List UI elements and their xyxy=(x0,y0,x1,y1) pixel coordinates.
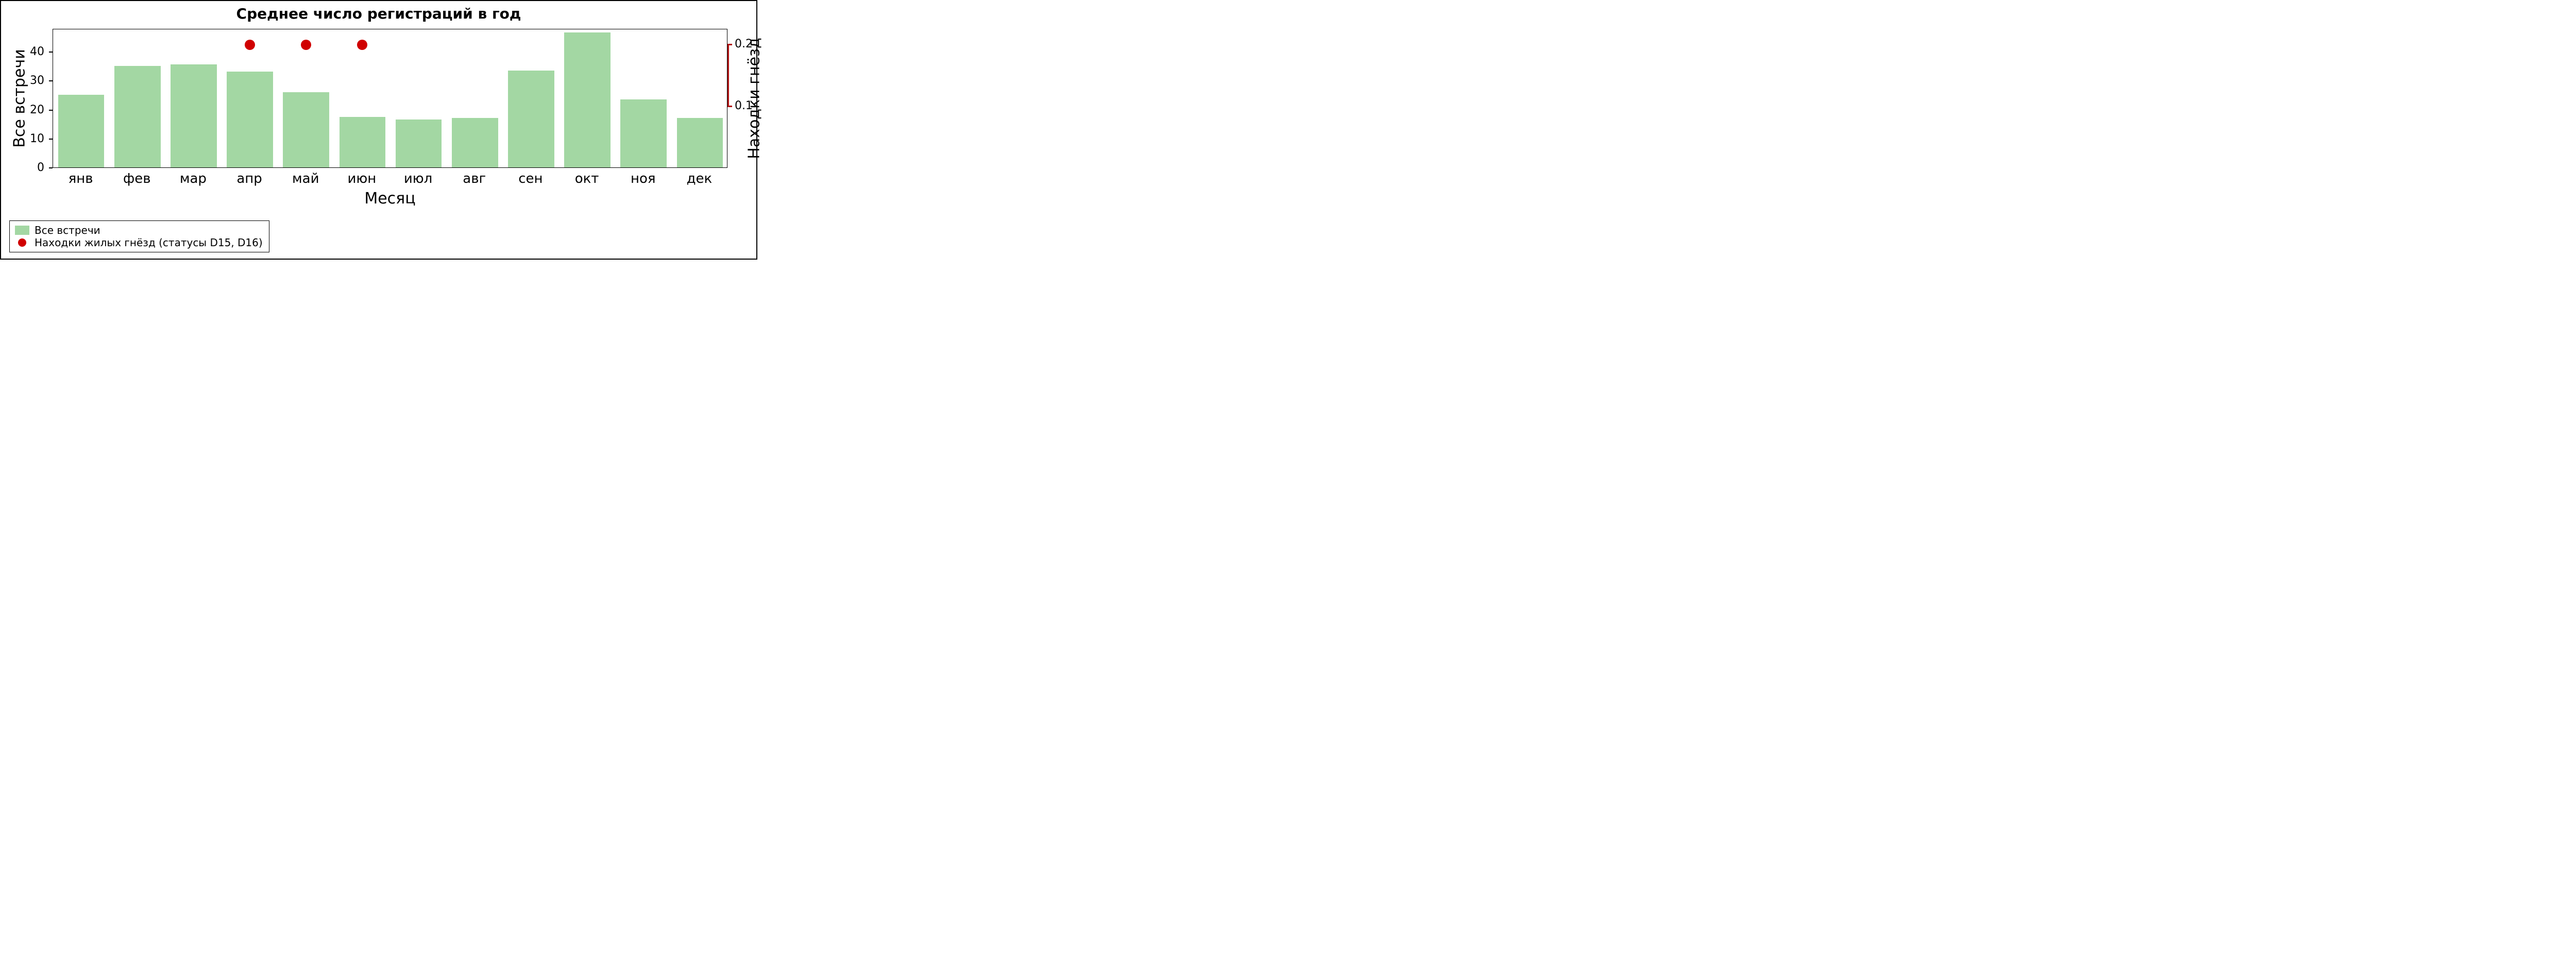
chart-container: Среднее число регистраций в год Все встр… xyxy=(0,0,757,260)
bar xyxy=(564,32,611,167)
legend-swatch-rect xyxy=(15,226,29,235)
x-tick-label: сен xyxy=(518,171,543,186)
bar xyxy=(58,95,105,167)
y-tick-mark-left xyxy=(49,110,53,111)
bar xyxy=(114,66,161,167)
bar xyxy=(340,117,386,167)
x-tick-label: авг xyxy=(463,171,486,186)
y-tick-label-right: 0.1 xyxy=(735,99,753,112)
y-axis-label-left: Все встречи xyxy=(11,49,29,147)
scatter-dot xyxy=(301,40,311,50)
y-axis-spine-right xyxy=(727,44,729,106)
y-tick-mark-left xyxy=(49,52,53,53)
plot-area xyxy=(53,29,727,168)
y-axis-label-right: Находки гнёзд xyxy=(745,38,764,159)
bar xyxy=(396,120,442,167)
scatter-dot xyxy=(245,40,255,50)
x-tick-label: дек xyxy=(687,171,713,186)
bar xyxy=(677,118,723,167)
y-tick-label-left: 0 xyxy=(37,161,44,174)
y-tick-label-left: 30 xyxy=(30,74,44,87)
y-tick-mark-right xyxy=(727,106,732,107)
x-tick-label: июл xyxy=(404,171,432,186)
x-tick-label: мар xyxy=(180,171,207,186)
bar xyxy=(452,118,498,167)
y-tick-mark-left xyxy=(49,80,53,81)
legend-label: Находки жилых гнёзд (статусы D15, D16) xyxy=(35,236,263,249)
legend-item: Все встречи xyxy=(15,224,263,236)
bar xyxy=(508,71,554,167)
bar xyxy=(227,72,273,167)
y-tick-label-left: 40 xyxy=(30,45,44,58)
x-tick-label: фев xyxy=(123,171,151,186)
legend: Все встречиНаходки жилых гнёзд (статусы … xyxy=(9,220,269,252)
chart-title: Среднее число регистраций в год xyxy=(1,1,756,22)
bar xyxy=(283,92,329,167)
legend-item: Находки жилых гнёзд (статусы D15, D16) xyxy=(15,236,263,249)
x-tick-label: окт xyxy=(575,171,599,186)
y-tick-label-right: 0.2 xyxy=(735,38,753,50)
x-tick-label: янв xyxy=(69,171,93,186)
x-tick-label: ноя xyxy=(631,171,656,186)
x-tick-label: июн xyxy=(348,171,377,186)
y-tick-label-left: 20 xyxy=(30,104,44,116)
x-tick-label: май xyxy=(292,171,319,186)
x-axis-title: Месяц xyxy=(364,190,415,208)
y-tick-mark-left xyxy=(49,139,53,140)
scatter-dot xyxy=(357,40,367,50)
y-tick-label-left: 10 xyxy=(30,132,44,145)
legend-swatch-dot xyxy=(18,238,26,247)
bar xyxy=(171,64,217,167)
y-tick-mark-left xyxy=(49,167,53,168)
y-tick-mark-right xyxy=(727,44,732,45)
legend-label: Все встречи xyxy=(35,224,100,236)
bar xyxy=(620,99,667,167)
x-tick-label: апр xyxy=(236,171,262,186)
